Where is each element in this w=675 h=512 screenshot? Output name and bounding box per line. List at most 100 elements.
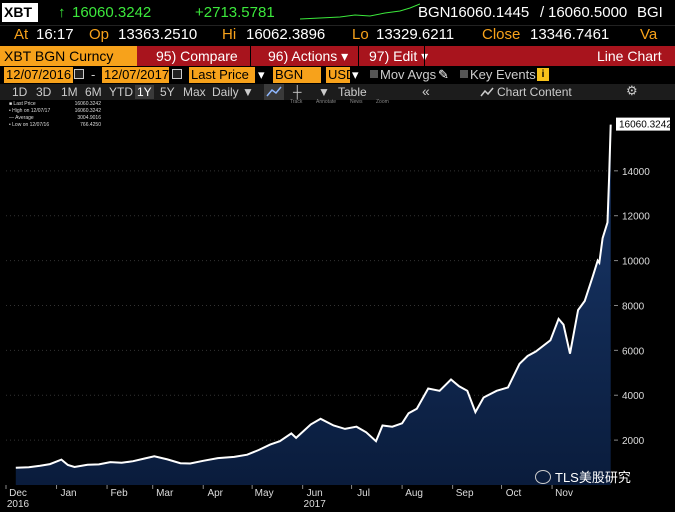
legend-row-last: ■ Last Price 16060.3242 xyxy=(9,101,101,108)
legend-average-label: — Average xyxy=(9,115,34,121)
wechat-icon xyxy=(535,469,551,484)
chevron-down-icon[interactable]: ▾ xyxy=(352,67,359,82)
x-tick-label: May xyxy=(255,488,274,499)
chevron-down-icon[interactable]: ▼ xyxy=(318,85,330,99)
divider xyxy=(424,46,425,66)
quote-time: 16:17 xyxy=(36,26,74,43)
range-1y[interactable]: 1Y xyxy=(135,85,154,99)
high-label: Hi xyxy=(222,26,237,43)
range-5y[interactable]: 5Y xyxy=(160,85,175,99)
zoom-tool[interactable]: Zoom xyxy=(376,99,389,105)
close-price: 13346.7461 xyxy=(530,26,610,43)
open-price: 13363.2510 xyxy=(118,26,198,43)
chevron-down-icon[interactable]: ▾ xyxy=(258,67,265,82)
at-label: At xyxy=(14,26,29,43)
low-price: 13329.6211 xyxy=(376,26,455,43)
divider xyxy=(358,46,359,66)
divider xyxy=(250,46,251,66)
ask-price: 16060.5000 xyxy=(548,4,628,21)
bid-ask-separator: / xyxy=(540,4,545,21)
collapse-icon[interactable]: « xyxy=(422,83,430,99)
legend-last-label: ■ Last Price xyxy=(9,101,36,107)
watermark: TLS美股研究 xyxy=(535,467,631,486)
x-tick-label: Jun xyxy=(307,488,323,499)
x-tick-label: Jul xyxy=(357,488,370,499)
annotate-tool[interactable]: Annotate xyxy=(316,99,337,105)
last-price-marker: 16060.3242 xyxy=(616,117,672,131)
quote-header: XBT ↑ 16060.3242 +2713.5781 BGN 16060.14… xyxy=(0,0,675,26)
x-year-label: 2016 xyxy=(7,499,30,510)
watermark-text: TLS美股研究 xyxy=(555,470,631,485)
compare-button[interactable]: 95) Compare xyxy=(156,48,238,64)
y-tick-label: 4000 xyxy=(622,391,645,402)
start-date-field[interactable]: 12/07/2016 xyxy=(4,67,73,83)
frequency-select[interactable]: Daily ▼ xyxy=(212,85,254,99)
pencil-icon[interactable]: ✎ xyxy=(438,67,449,82)
legend-last-value: 16060.3242 xyxy=(74,101,101,107)
x-tick-label: Sep xyxy=(456,488,474,499)
y-tick-label: 2000 xyxy=(622,436,645,447)
x-tick-label: Jan xyxy=(60,488,76,499)
end-date-field[interactable]: 12/07/2017 xyxy=(102,67,170,83)
track-tool[interactable]: Track xyxy=(290,99,303,105)
chart-legend: ■ Last Price 16060.3242 • High on 12/07/… xyxy=(7,100,103,134)
ticker-symbol[interactable]: XBT xyxy=(2,3,38,22)
range-1m[interactable]: 1M xyxy=(61,85,78,99)
x-tick-label: Feb xyxy=(110,488,128,499)
currency-field[interactable]: USD xyxy=(326,67,356,83)
info-icon[interactable]: i xyxy=(537,68,549,81)
key-events-checkbox[interactable] xyxy=(460,70,468,78)
mov-avgs-checkbox[interactable] xyxy=(370,70,378,78)
x-tick-label: Nov xyxy=(555,488,573,499)
news-tool[interactable]: News xyxy=(350,99,363,105)
quote-source: BGN xyxy=(418,4,451,21)
actions-menu[interactable]: 96) Actions ▾ xyxy=(268,48,349,64)
x-tick-label: Oct xyxy=(506,488,522,499)
source-field[interactable]: BGN xyxy=(273,67,321,83)
close-label: Close xyxy=(482,26,521,43)
sparkline-icon xyxy=(300,3,420,20)
legend-average-value: 3004.9016 xyxy=(77,115,101,121)
price-field-select[interactable]: Last Price xyxy=(189,67,255,83)
mov-avgs-label: Mov Avgs xyxy=(380,67,437,82)
y-tick-label: 6000 xyxy=(622,346,645,357)
crosshair-icon[interactable]: ┼ xyxy=(293,85,302,99)
x-tick-label: Aug xyxy=(405,488,423,499)
y-tick-label: 8000 xyxy=(622,301,645,312)
y-tick-label: 14000 xyxy=(622,167,650,178)
date-separator: - xyxy=(91,67,96,82)
calendar-icon[interactable] xyxy=(172,69,182,79)
price-change: +2713.5781 xyxy=(195,4,275,21)
range-ytd[interactable]: YTD xyxy=(109,85,133,99)
chart-type-label[interactable]: Line Chart xyxy=(597,48,662,64)
legend-low-label: • Low on 12/07/16 xyxy=(9,122,50,128)
quote-stats: At 16:17 Op 13363.2510 Hi 16062.3896 Lo … xyxy=(0,26,675,46)
y-tick-label: 12000 xyxy=(622,212,650,223)
range-max[interactable]: Max xyxy=(183,85,206,99)
price-line xyxy=(15,124,612,469)
y-tick-label: 10000 xyxy=(622,257,650,268)
legend-high-label: • High on 12/07/17 xyxy=(9,108,51,114)
calendar-icon[interactable] xyxy=(74,69,84,79)
security-field[interactable]: XBT BGN Curncy xyxy=(0,46,137,66)
up-arrow-icon: ↑ xyxy=(58,4,66,21)
chart-content-icon[interactable] xyxy=(479,84,495,100)
range-toolbar: 1D 3D 1M 6M YTD 1Y 5Y Max Daily ▼ ┼ ▼ Ta… xyxy=(0,84,675,100)
legend-row-low: • Low on 12/07/16 766.4250 xyxy=(9,122,101,129)
command-bar: XBT BGN Curncy 95) Compare 96) Actions ▾… xyxy=(0,46,675,66)
x-year-label: 2017 xyxy=(304,499,327,510)
chart-content-button[interactable]: Chart Content xyxy=(497,85,572,99)
gear-icon[interactable]: ⚙ xyxy=(626,83,638,98)
x-tick-label: Apr xyxy=(207,488,223,499)
last-price: 16060.3242 xyxy=(72,4,152,21)
range-6m[interactable]: 6M xyxy=(85,85,102,99)
table-button[interactable]: Table xyxy=(338,85,367,99)
high-price: 16062.3896 xyxy=(246,26,326,43)
annotation-toolbar: Track Annotate News Zoom xyxy=(0,99,675,107)
range-3d[interactable]: 3D xyxy=(36,85,52,99)
x-tick-label: Mar xyxy=(156,488,174,499)
line-chart-icon[interactable] xyxy=(264,84,284,100)
range-1d[interactable]: 1D xyxy=(12,85,28,99)
edit-menu[interactable]: 97) Edit ▾ xyxy=(369,48,429,64)
